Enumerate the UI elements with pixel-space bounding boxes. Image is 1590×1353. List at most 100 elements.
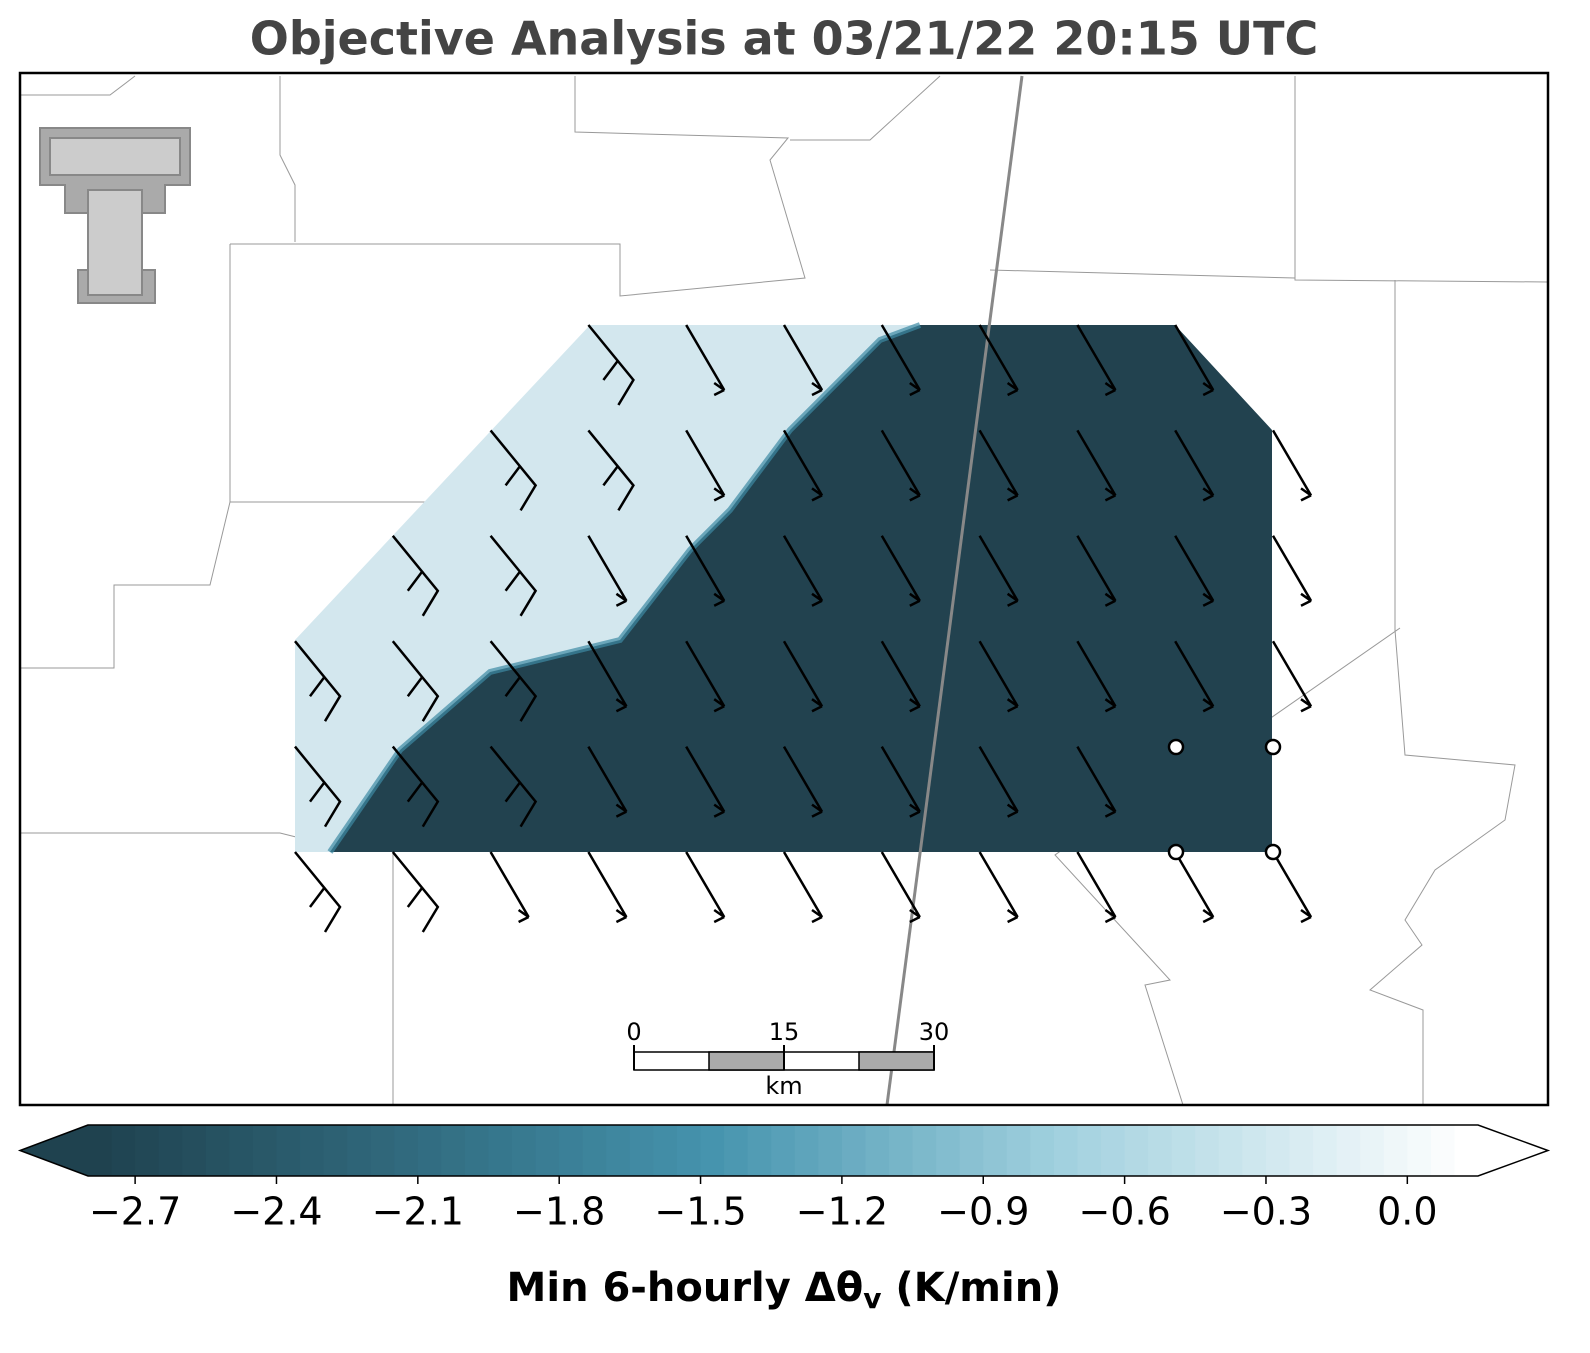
colorbar-cell — [818, 1125, 843, 1176]
colorbar-cell — [1407, 1125, 1432, 1176]
wind-barb — [782, 535, 824, 607]
colorbar-cell — [182, 1125, 207, 1176]
colorbar-cell — [88, 1125, 113, 1176]
wind-barb — [880, 429, 921, 502]
wind-barb — [1271, 429, 1313, 502]
colorbar-cell — [1101, 1125, 1126, 1176]
colorbar-cell — [441, 1125, 466, 1176]
colorbar-cell — [347, 1125, 372, 1176]
colorbar-cell — [794, 1125, 819, 1176]
wind-barb — [489, 640, 538, 722]
colorbar-cell — [912, 1125, 937, 1176]
wind-barb — [489, 429, 538, 512]
wind-barb — [782, 851, 824, 924]
colorbar-cell — [135, 1125, 160, 1176]
colorbar-cell — [629, 1125, 654, 1176]
colorbar-extend-low — [20, 1125, 88, 1176]
colorbar-cell — [111, 1125, 136, 1176]
colorbar-cell — [252, 1125, 277, 1176]
colorbar-label: Min 6-hourly Δθv (K/min) — [507, 1265, 1062, 1315]
colorbar-cell — [1030, 1125, 1055, 1176]
colorbar-cell — [771, 1125, 796, 1176]
colorbar-cell — [1242, 1125, 1267, 1176]
label-suffix: (K/min) — [881, 1265, 1061, 1311]
colorbar-cell — [300, 1125, 325, 1176]
colorbar-cell — [1006, 1125, 1031, 1176]
colorbar-tick-label: −0.6 — [1078, 1190, 1170, 1234]
wind-barb — [1174, 851, 1215, 924]
colorbar-tick-label: −0.9 — [937, 1190, 1029, 1234]
wind-barb — [685, 851, 726, 924]
colorbar-cell — [747, 1125, 772, 1176]
label-sub: v — [863, 1282, 881, 1315]
colorbar: −2.7 −2.4 −2.1 −1.8 −1.5 −1.2 −0.9 −0.6 −0.3 0.0 — [17, 1124, 1551, 1234]
wind-barb — [587, 640, 628, 713]
wind-barb — [587, 535, 628, 607]
colorbar-tick-label: −1.8 — [513, 1190, 605, 1234]
colorbar-cell — [1148, 1125, 1173, 1176]
colorbar-cell — [1360, 1125, 1385, 1176]
colorbar-cell — [1171, 1125, 1196, 1176]
wind-barb — [587, 324, 635, 406]
wind-barb — [685, 640, 726, 713]
wind-barb — [978, 745, 1019, 818]
wind-barb — [685, 745, 726, 818]
wind-barb — [685, 324, 726, 397]
wind-barb — [391, 745, 440, 828]
wind-barb — [294, 851, 342, 933]
colorbar-cell — [959, 1125, 984, 1176]
colorbar-cell — [841, 1125, 866, 1176]
wind-barb — [489, 535, 538, 617]
colorbar-cell — [1053, 1125, 1078, 1176]
map: km 0 15 30 — [18, 71, 1550, 1107]
wind-barb — [391, 535, 440, 617]
light-shade — [295, 325, 920, 852]
wind-barb — [978, 851, 1019, 924]
colorbar-cell — [865, 1125, 890, 1176]
wind-barb — [880, 324, 921, 397]
wind-barb — [1174, 640, 1215, 713]
wind-barb — [1076, 640, 1117, 713]
colorbar-tick-label: −2.4 — [230, 1190, 322, 1234]
colorbar-cell — [394, 1125, 419, 1176]
colorbar-cell — [1383, 1125, 1408, 1176]
colorbar-cell — [1124, 1125, 1149, 1176]
scale-label: 0 — [626, 1018, 641, 1046]
wind-barb — [391, 851, 440, 933]
colorbar-cell — [323, 1125, 348, 1176]
scale-label: 15 — [769, 1018, 800, 1046]
scale-unit: km — [765, 1072, 802, 1100]
map-frame — [18, 71, 1550, 1107]
wind-barb — [1076, 745, 1117, 818]
colorbar-cell — [582, 1125, 607, 1176]
colorbar-tick-label: 0.0 — [1377, 1190, 1437, 1234]
colorbar-cell — [559, 1125, 584, 1176]
wind-barb — [880, 851, 921, 924]
colorbar-cell — [1430, 1125, 1455, 1176]
colorbar-cell — [535, 1125, 560, 1176]
colorbar-cell — [1454, 1125, 1479, 1176]
wind-barb — [1174, 429, 1215, 502]
colorbar-cell — [1195, 1125, 1220, 1176]
colorbar-cell — [1265, 1125, 1291, 1176]
wind-barb — [294, 745, 342, 828]
wind-barb — [880, 745, 921, 818]
colorbar-cell — [464, 1125, 490, 1176]
colorbar-tick-label: −2.7 — [89, 1190, 181, 1234]
wind-barb — [782, 640, 824, 713]
highway — [885, 75, 1024, 1106]
wind-barbs — [294, 324, 1313, 933]
colorbar-tick-label: −1.2 — [796, 1190, 888, 1234]
wind-barb — [978, 640, 1019, 713]
scale-bar: km 0 15 30 — [626, 1018, 949, 1100]
wind-barb — [685, 429, 726, 502]
colorbar-cell — [512, 1125, 537, 1176]
wind-barb — [978, 324, 1019, 397]
wind-barb — [489, 745, 538, 828]
wind-barb — [587, 429, 635, 512]
wind-barb — [1076, 535, 1117, 607]
colorbar-cell — [417, 1125, 442, 1176]
colorbar-cell — [889, 1125, 914, 1176]
colorbar-cell — [205, 1125, 230, 1176]
